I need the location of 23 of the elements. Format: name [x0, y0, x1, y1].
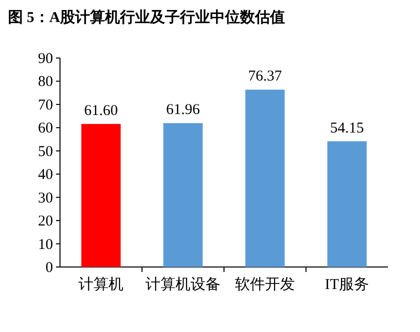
x-tick-label: IT服务 — [324, 276, 370, 293]
chart-title: 图 5：A股计算机行业及子行业中位数估值 — [8, 9, 286, 26]
y-tick-label: 70 — [38, 97, 53, 114]
data-label: 61.60 — [84, 102, 118, 119]
y-tick-label: 80 — [38, 74, 53, 90]
y-tick-label: 40 — [38, 167, 53, 184]
y-tick-label: 30 — [38, 190, 53, 206]
bar — [327, 141, 367, 267]
y-tick-label: 90 — [38, 51, 53, 67]
bar — [245, 90, 285, 267]
bar — [81, 124, 121, 267]
y-tick-label: 10 — [38, 236, 53, 253]
y-tick-label: 50 — [38, 144, 53, 160]
y-tick-label: 20 — [38, 214, 53, 230]
data-label: 54.15 — [330, 120, 364, 136]
x-tick-label: 计算机设备 — [146, 276, 220, 293]
bar — [163, 123, 203, 267]
data-label: 61.96 — [166, 102, 200, 118]
y-tick-label: 0 — [46, 260, 53, 276]
x-tick-label: 计算机 — [78, 276, 124, 293]
data-label: 76.37 — [248, 68, 282, 85]
y-tick-label: 60 — [38, 120, 53, 137]
x-tick-label: 软件开发 — [235, 276, 295, 293]
